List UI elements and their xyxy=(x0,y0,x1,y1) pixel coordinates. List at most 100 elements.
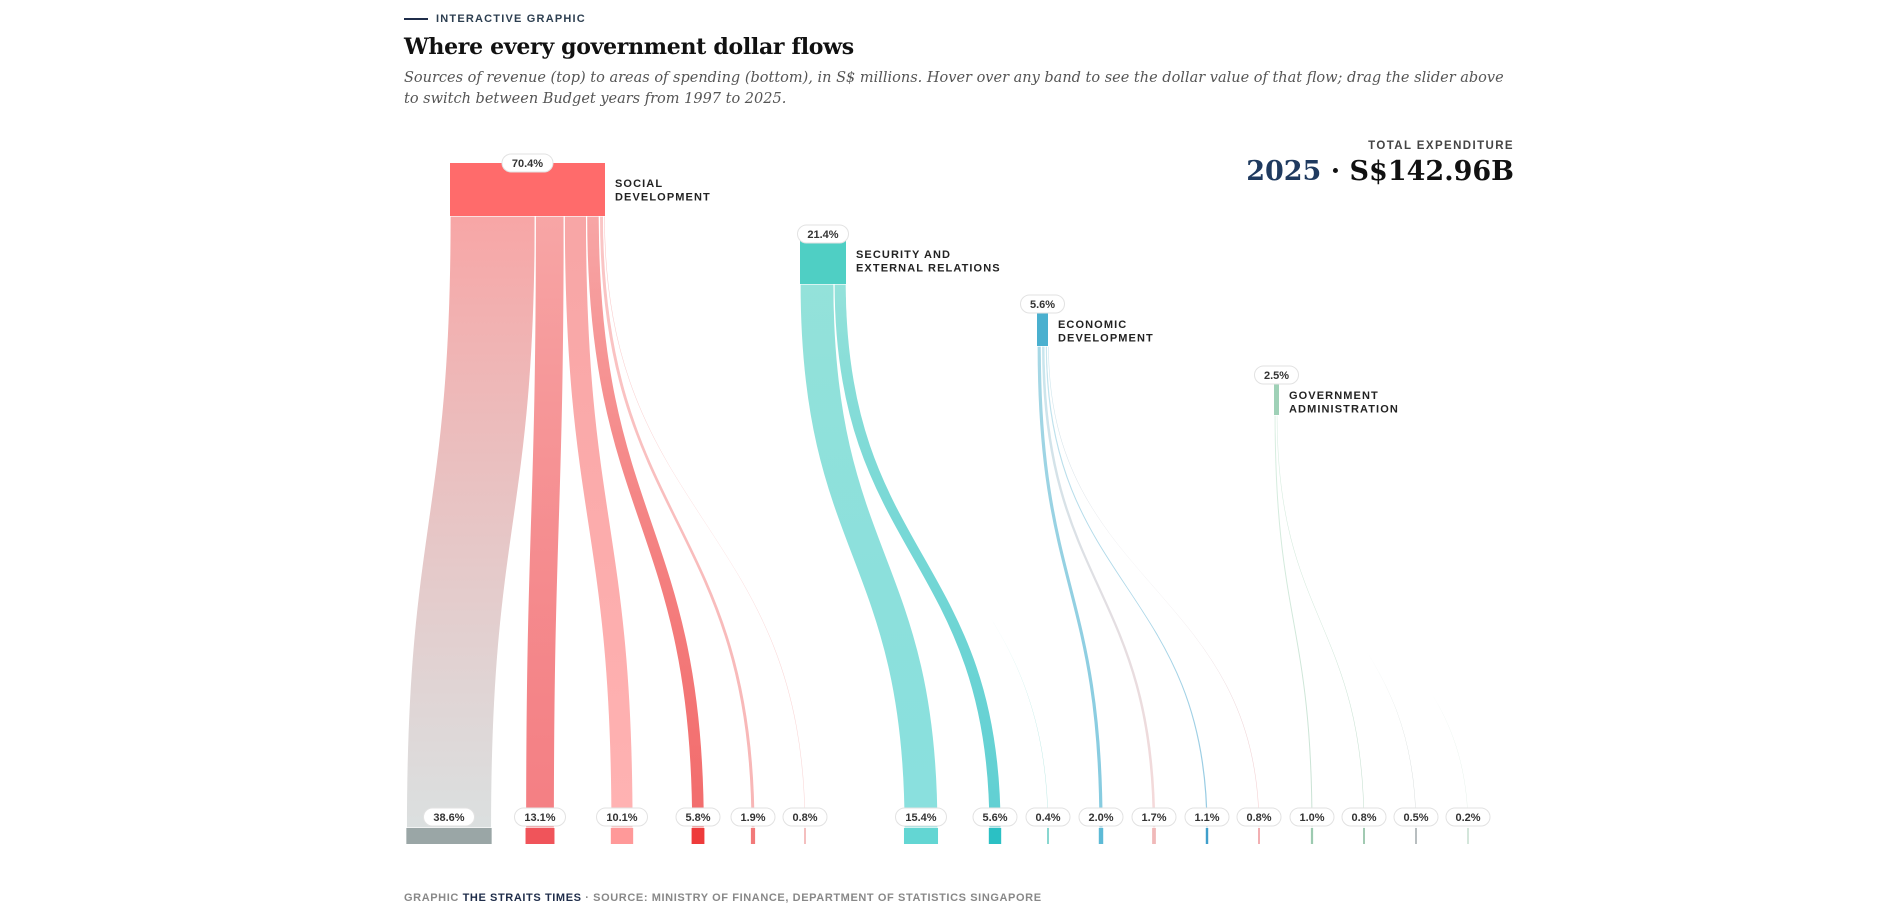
target-bar-3[interactable] xyxy=(691,828,705,844)
target-pill-2-text: 10.1% xyxy=(606,812,637,824)
target-bar-6[interactable] xyxy=(903,828,939,844)
target-pill-16-text: 0.2% xyxy=(1455,812,1480,824)
target-pill-1-bg xyxy=(514,807,566,827)
footer-credit: GRAPHIC THE STRAITS TIMES · SOURCE: MINI… xyxy=(404,892,1042,904)
flow-band-economic-11[interactable] xyxy=(1044,345,1209,829)
target-bar-5[interactable] xyxy=(804,828,806,844)
target-pill-13-text: 1.0% xyxy=(1299,812,1324,824)
target-pill-10-bg xyxy=(1131,807,1177,827)
source-label-economic-1: DEVELOPMENT xyxy=(1058,333,1154,345)
kicker-text: INTERACTIVE GRAPHIC xyxy=(436,13,586,25)
target-pill-14-bg xyxy=(1341,807,1387,827)
source-pill-economic-text: 5.6% xyxy=(1030,299,1055,311)
target-pill-0-text: 38.6% xyxy=(433,812,464,824)
flow-band-economic-12[interactable] xyxy=(1047,345,1261,829)
target-pill-9: 2.0% xyxy=(1078,807,1124,827)
target-pill-15: 0.5% xyxy=(1393,807,1439,827)
target-pill-1: 13.1% xyxy=(514,807,566,827)
source-pill-security-bg xyxy=(797,224,849,244)
target-pill-3-text: 5.8% xyxy=(685,812,710,824)
target-pill-12-text: 0.8% xyxy=(1246,812,1271,824)
source-pill-security: 21.4% xyxy=(797,224,849,244)
target-bar-1[interactable] xyxy=(525,828,555,844)
flow-band-social-0[interactable] xyxy=(405,215,536,829)
target-pill-9-bg xyxy=(1078,807,1124,827)
target-pill-12-bg xyxy=(1236,807,1282,827)
flow-band-social-2[interactable] xyxy=(563,215,634,829)
target-pill-6-text: 15.4% xyxy=(905,812,936,824)
source-label-government-1: ADMINISTRATION xyxy=(1289,404,1399,416)
target-pill-4: 1.9% xyxy=(730,807,776,827)
target-pill-11-text: 1.1% xyxy=(1194,812,1219,824)
chart-subtitle: Sources of revenue (top) to areas of spe… xyxy=(404,70,1504,107)
flow-band-economic-9[interactable] xyxy=(1036,345,1104,829)
flow-band-government-14[interactable] xyxy=(1275,414,1366,829)
target-pill-7: 5.6% xyxy=(972,807,1018,827)
target-pill-12: 0.8% xyxy=(1236,807,1282,827)
target-bar-10[interactable] xyxy=(1152,828,1156,844)
target-pill-14-text: 0.8% xyxy=(1351,812,1376,824)
source-label-social-1: DEVELOPMENT xyxy=(615,192,711,204)
target-pill-10: 1.7% xyxy=(1131,807,1177,827)
target-bar-11[interactable] xyxy=(1205,828,1209,844)
flow-band-security-8[interactable] xyxy=(845,283,1050,829)
target-pill-2-bg xyxy=(596,807,648,827)
source-node-economic[interactable] xyxy=(1037,304,1048,346)
target-bar-16[interactable] xyxy=(1467,828,1469,844)
target-pill-15-text: 0.5% xyxy=(1403,812,1428,824)
target-pill-11: 1.1% xyxy=(1184,807,1230,827)
target-pill-6-bg xyxy=(895,807,947,827)
target-pill-14: 0.8% xyxy=(1341,807,1387,827)
flow-band-government-15[interactable] xyxy=(1277,414,1418,829)
target-pill-16: 0.2% xyxy=(1445,807,1491,827)
sankey-chart: SOCIAL DEVELOPMENT SECURITY AND EXTERNAL RE… xyxy=(405,153,1491,844)
source-pill-social: 70.4% xyxy=(501,153,554,173)
target-pill-0-bg xyxy=(423,807,475,827)
target-bar-8[interactable] xyxy=(1047,828,1049,844)
source-label-government-0: GOVERNMENT xyxy=(1289,390,1379,402)
target-bar-2[interactable] xyxy=(610,828,634,844)
target-pill-4-text: 1.9% xyxy=(740,812,765,824)
source-label-security-0: SECURITY AND xyxy=(856,249,951,261)
target-pill-6: 15.4% xyxy=(895,807,947,827)
target-pill-11-bg xyxy=(1184,807,1230,827)
total-year: 2025 xyxy=(1246,156,1322,187)
target-bar-9[interactable] xyxy=(1098,828,1104,844)
target-pill-3-bg xyxy=(675,807,721,827)
flow-band-government-16[interactable] xyxy=(1278,414,1470,829)
target-bar-0[interactable] xyxy=(406,828,492,844)
target-pill-7-bg xyxy=(972,807,1018,827)
value-pills: 38.6% 13.1% 10.1% 5.8% 1.9% 0.8% 15.4% 5.6% 0.4%… xyxy=(423,153,1491,827)
target-bar-12[interactable] xyxy=(1258,828,1260,844)
source-pill-social-text: 70.4% xyxy=(512,158,543,170)
source-label-social-0: SOCIAL xyxy=(615,178,663,190)
source-pill-social-bg xyxy=(501,153,554,173)
target-pill-16-bg xyxy=(1445,807,1491,827)
target-pill-5: 0.8% xyxy=(782,807,828,827)
target-bar-13[interactable] xyxy=(1310,828,1314,844)
target-pill-7-text: 5.6% xyxy=(982,812,1007,824)
chart-title: Where every government dollar flows xyxy=(404,34,854,60)
footer-source: · SOURCE: MINISTRY OF FINANCE, DEPARTMEN… xyxy=(581,892,1042,904)
source-pill-economic-bg xyxy=(1020,294,1065,314)
source-label-security-1: EXTERNAL RELATIONS xyxy=(856,263,1001,275)
target-pill-5-bg xyxy=(782,807,828,827)
target-pill-9-text: 2.0% xyxy=(1088,812,1113,824)
graphic-container: INTERACTIVE GRAPHIC Where every governme… xyxy=(404,0,1514,918)
target-pill-10-text: 1.7% xyxy=(1141,812,1166,824)
target-bar-14[interactable] xyxy=(1363,828,1365,844)
target-pill-2: 10.1% xyxy=(596,807,648,827)
target-pill-8-bg xyxy=(1025,807,1071,827)
footer-prefix: GRAPHIC xyxy=(404,892,463,904)
source-pill-government: 2.5% xyxy=(1254,365,1299,385)
target-pill-8: 0.4% xyxy=(1025,807,1071,827)
target-bar-7[interactable] xyxy=(988,828,1002,844)
source-node-government[interactable] xyxy=(1274,375,1279,415)
total-amount: S$142.96B xyxy=(1349,156,1514,187)
target-pill-5-text: 0.8% xyxy=(792,812,817,824)
flow-band-social-5[interactable] xyxy=(602,215,807,829)
source-pill-government-text: 2.5% xyxy=(1264,370,1289,382)
target-bar-4[interactable] xyxy=(750,828,756,844)
target-bar-15[interactable] xyxy=(1415,828,1417,844)
flow-bands xyxy=(405,215,1470,829)
